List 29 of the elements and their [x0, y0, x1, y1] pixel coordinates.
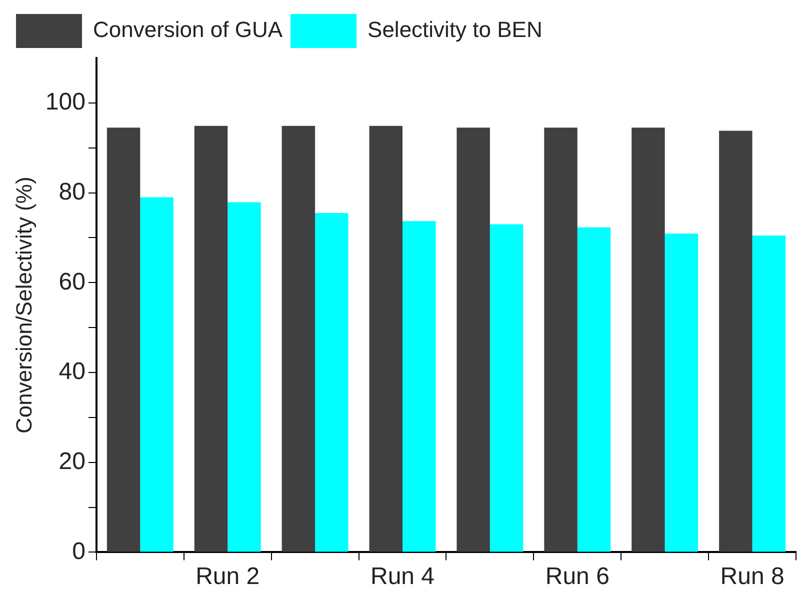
- legend-label: Conversion of GUA: [93, 17, 283, 42]
- y-axis-title: Conversion/Selectivity (%): [11, 176, 36, 434]
- bar: [402, 221, 436, 552]
- y-tick-label: 0: [72, 538, 86, 565]
- bar: [632, 128, 665, 552]
- bar: [140, 197, 174, 552]
- y-tick-label: 20: [58, 448, 86, 475]
- legend-label: Selectivity to BEN: [368, 17, 542, 42]
- bar: [106, 128, 140, 552]
- bar: [456, 128, 490, 552]
- bar: [228, 202, 261, 552]
- bar: [282, 126, 316, 552]
- x-tick-label: Run 6: [545, 563, 610, 590]
- bar: [577, 227, 611, 552]
- x-tick-label: Run 4: [370, 563, 435, 590]
- x-tick-label: Run 2: [196, 563, 260, 590]
- bar: [315, 213, 348, 552]
- bar: [664, 234, 698, 552]
- y-tick-label: 40: [58, 358, 86, 386]
- bar: [490, 224, 524, 552]
- x-tick-label: Run 8: [720, 563, 784, 590]
- y-tick-label: 100: [45, 88, 86, 116]
- y-tick-label: 80: [58, 178, 86, 206]
- bar: [544, 128, 578, 552]
- bar: [719, 130, 752, 552]
- bar: [369, 126, 402, 552]
- bar: [752, 235, 786, 552]
- bar: [194, 126, 228, 552]
- y-tick-label: 60: [58, 268, 86, 296]
